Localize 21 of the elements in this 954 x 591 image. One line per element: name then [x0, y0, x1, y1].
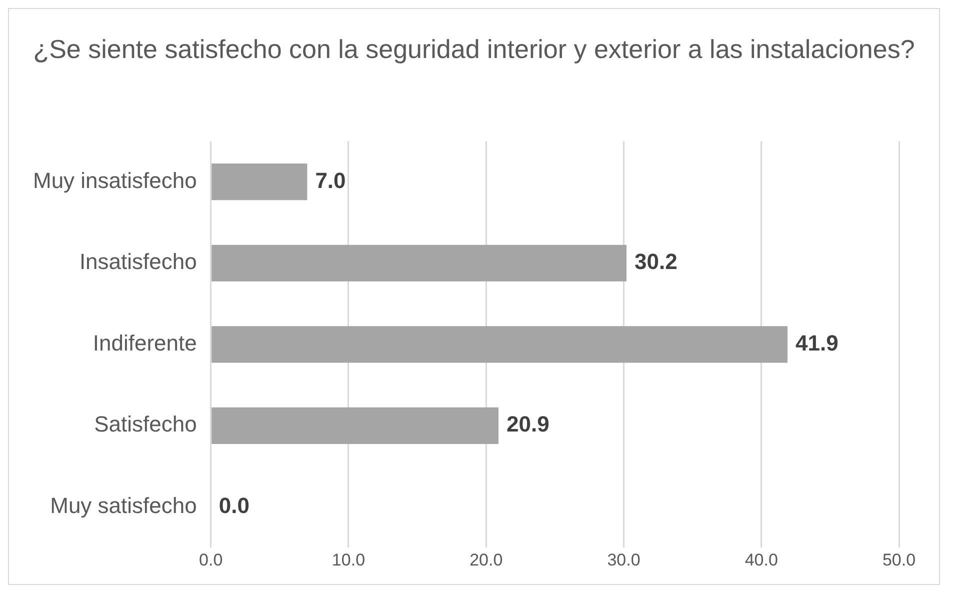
chart-title: ¿Se siente satisfecho con la seguridad interior y exterior a las instalaciones?	[32, 33, 916, 66]
data-label: 20.9	[506, 412, 550, 437]
bar	[212, 244, 626, 282]
bar	[212, 326, 788, 363]
y-tick-label: Muy insatisfecho	[32, 168, 197, 193]
data-label: 41.9	[796, 330, 838, 356]
y-tick-label: Insatisfecho	[79, 249, 197, 274]
x-tick-label: 50.0	[882, 550, 916, 570]
x-tick-label: 30.0	[607, 550, 640, 570]
x-tick-label: 40.0	[744, 550, 778, 570]
y-tick-label: Satisfecho	[94, 412, 197, 437]
data-label: 30.2	[634, 249, 678, 274]
y-tick-label: Indiferente	[92, 330, 197, 356]
data-label: 0.0	[218, 493, 250, 518]
bar	[212, 164, 308, 200]
y-tick-label: Muy satisfecho	[50, 493, 197, 518]
x-tick-label: 20.0	[470, 550, 503, 570]
bar	[212, 407, 498, 444]
x-tick-label: 10.0	[332, 550, 366, 570]
x-tick-label: 0.0	[199, 550, 223, 570]
data-label: 7.0	[315, 168, 346, 193]
